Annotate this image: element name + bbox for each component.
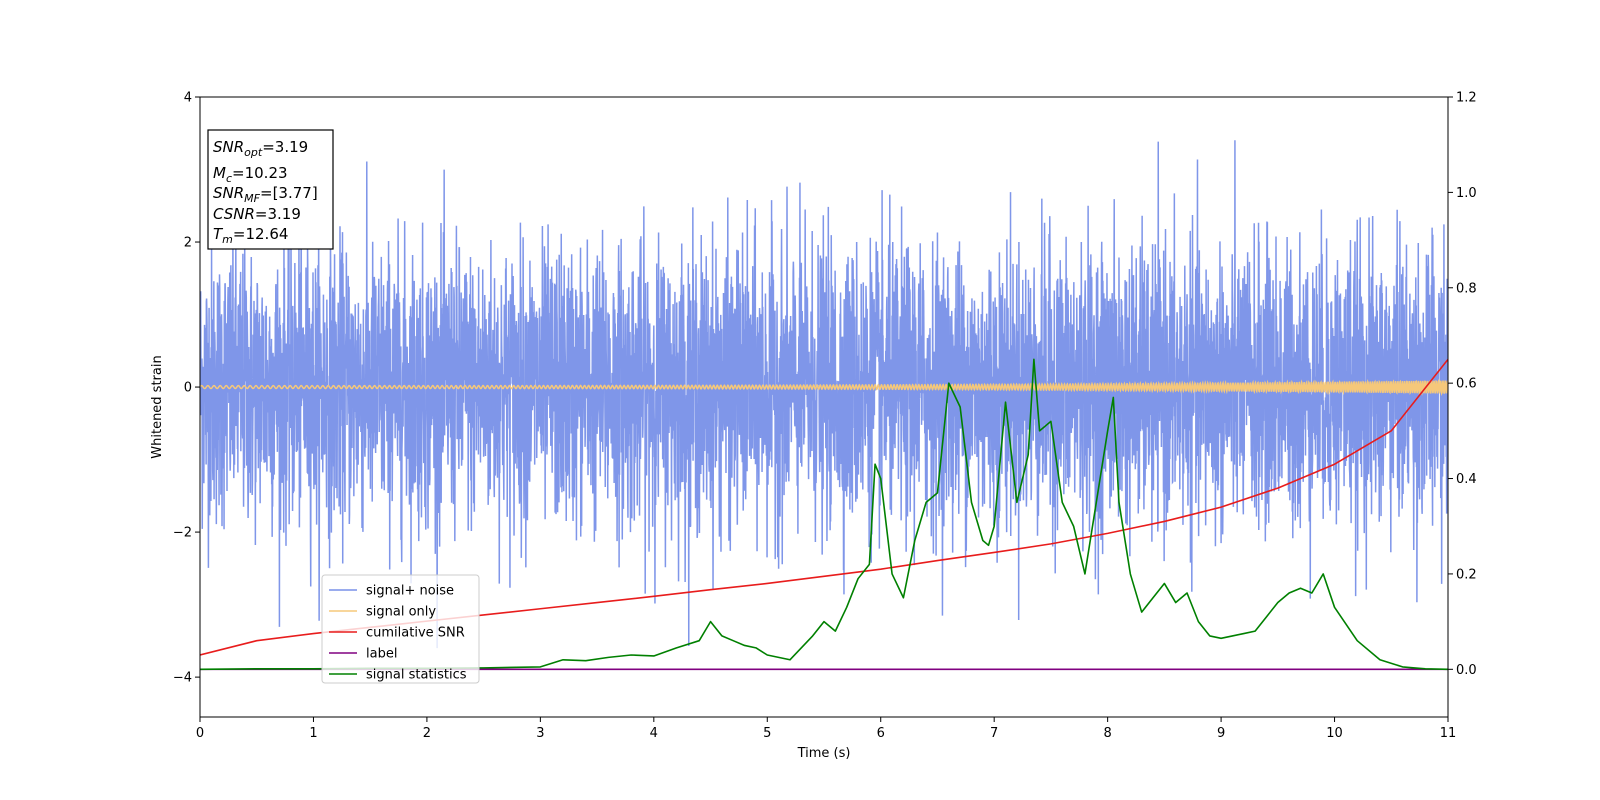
x-tick-label: 11 (1440, 726, 1457, 741)
y-tick-label: 4 (184, 91, 192, 106)
x-tick-label: 4 (650, 726, 658, 741)
x-tick-label: 6 (877, 726, 885, 741)
annotation-frame (207, 129, 334, 250)
x-tick-label: 8 (1103, 726, 1111, 741)
y-right-tick-label: 0.0 (1456, 663, 1477, 678)
legend-entry: label (366, 647, 397, 662)
y-right-tick-label: 1.0 (1456, 186, 1477, 201)
x-tick-label: 0 (196, 726, 204, 741)
series-signal-only (200, 378, 1448, 397)
annotation-line: SNRopt=3.19 (213, 138, 308, 159)
y-tick-label: −2 (173, 526, 192, 541)
legend-entry: signal only (366, 605, 436, 620)
y-right-tick-label: 0.8 (1456, 281, 1477, 296)
annotation-line: Tm=12.64 (213, 225, 288, 246)
stats-annotation-box: SNRopt=3.19 Mc=10.23SNRMF=[3.77]CSNR=3.19… (207, 129, 334, 250)
legend: signal+ noise signal only cumilative SNR la… (321, 574, 480, 684)
y-tick-label: −4 (173, 671, 192, 686)
x-tick-label: 7 (990, 726, 998, 741)
y-right-tick-label: 0.4 (1456, 472, 1477, 487)
legend-frame (321, 574, 480, 684)
y-right-tick-label: 0.2 (1456, 567, 1477, 582)
y-axis-right: 0.0 0.2 0.4 0.6 0.8 1.0 1.2 (1448, 91, 1477, 678)
x-tick-label: 1 (309, 726, 317, 741)
x-tick-label: 10 (1326, 726, 1343, 741)
y-axis-label: Whitened strain (150, 355, 165, 458)
legend-entry: signal statistics (366, 668, 467, 683)
annotation-line: CSNR=3.19 (213, 205, 301, 223)
y-axis-left: −4 −2 0 2 4 (173, 91, 200, 686)
x-axis: 0 1 2 3 4 5 6 7 8 9 10 11 (196, 717, 1456, 741)
legend-entry: signal+ noise (366, 584, 454, 599)
x-tick-label: 9 (1217, 726, 1225, 741)
series-signal-noise (200, 140, 1448, 649)
y-right-tick-label: 0.6 (1456, 377, 1477, 392)
x-axis-label: Time (s) (797, 746, 851, 761)
y-tick-label: 0 (184, 381, 192, 396)
x-tick-label: 2 (423, 726, 431, 741)
series-signal-statistics (200, 358, 1448, 671)
y-tick-label: 2 (184, 236, 192, 251)
x-tick-label: 3 (536, 726, 544, 741)
legend-entry: cumilative SNR (366, 626, 465, 641)
annotation-line: SNRMF=[3.77] (213, 184, 318, 205)
y-right-tick-label: 1.2 (1456, 91, 1477, 106)
x-tick-label: 5 (763, 726, 771, 741)
annotation-line: Mc=10.23 (213, 164, 288, 185)
plot-frame (199, 96, 1449, 718)
